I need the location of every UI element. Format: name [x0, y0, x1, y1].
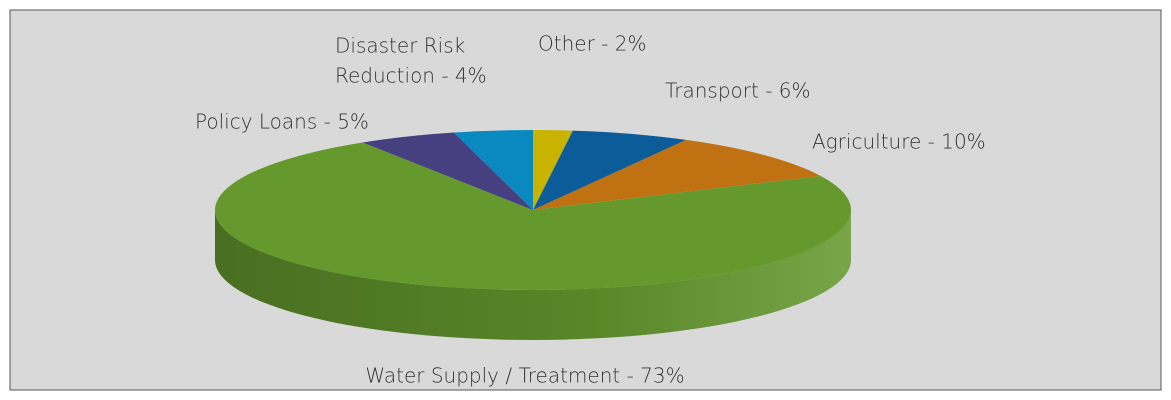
pie	[215, 130, 851, 340]
slice	[453, 130, 533, 210]
slice-label: Other - 2%	[538, 32, 646, 56]
slice-label: Disaster Risk	[335, 34, 465, 58]
slice-label: Agriculture - 10%	[812, 130, 986, 154]
labels: Other - 2% Transport - 6% Agriculture - 10…	[195, 32, 986, 388]
slice	[215, 142, 851, 291]
slice	[533, 139, 821, 210]
slice-label: Reduction - 4%	[335, 64, 487, 88]
slice-label: Water Supply / Treatment - 73%	[365, 364, 684, 388]
slice-label: Transport - 6%	[665, 79, 811, 103]
slice	[362, 132, 533, 210]
slice	[533, 130, 573, 210]
slice-side-shade	[215, 210, 851, 340]
slice-label: Policy Loans - 5%	[195, 110, 369, 134]
slice	[533, 130, 687, 210]
